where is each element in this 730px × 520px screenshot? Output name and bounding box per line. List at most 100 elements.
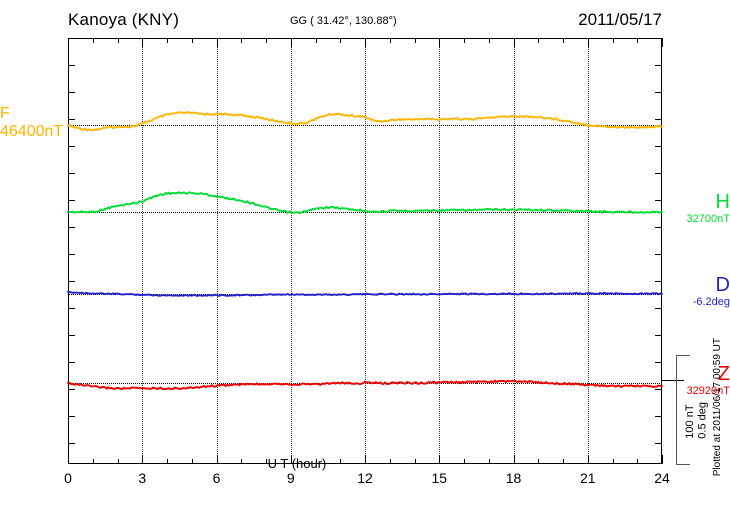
observation-date: 2011/05/17: [578, 10, 662, 29]
magnetogram-plot-area: 0 3 6 9 12 15 18 21 24: [64, 38, 670, 486]
y-axis-tick: [68, 443, 75, 444]
x-tick-label: 0: [64, 470, 72, 486]
vertical-gridline: [513, 38, 515, 464]
x-axis-tick: [637, 38, 639, 43]
y-axis-tick: [68, 335, 75, 336]
component-symbol-z: Z: [717, 363, 730, 385]
vertical-gridline: [142, 38, 144, 464]
component-symbol-h: H: [715, 191, 730, 213]
trace-svg: [67, 111, 663, 391]
x-axis-tick: [266, 38, 267, 43]
x-axis-tick: [587, 455, 589, 464]
y-axis-tick: [655, 173, 662, 174]
scale-bar-label: 100 nT 0.5 deg: [684, 402, 709, 439]
y-axis-tick: [68, 281, 75, 282]
x-axis-tick: [167, 38, 168, 43]
amplitude-scale-bar: [676, 355, 690, 465]
x-axis-tick: [216, 38, 218, 47]
x-axis-tick: [117, 459, 119, 464]
y-axis-tick: [68, 308, 75, 309]
y-axis-tick: [68, 65, 75, 66]
x-axis-title: U T (hour): [267, 456, 327, 471]
plotted-timestamp: Plotted at 2011/06/17 00:59 UT: [712, 338, 723, 477]
y-axis-tick: [655, 65, 662, 66]
geographic-coordinates: GG ( 31.42°, 130.88°): [290, 15, 397, 27]
x-axis-tick: [464, 38, 465, 43]
y-axis-tick: [655, 281, 662, 282]
x-tick-label: 3: [138, 470, 147, 486]
x-axis-tick: [191, 459, 193, 464]
x-tick-label: 18: [505, 470, 522, 486]
x-axis-tick: [290, 38, 292, 47]
y-axis-tick: [655, 254, 662, 255]
x-axis-tick: [662, 455, 663, 464]
x-axis-tick: [315, 459, 317, 464]
x-axis-tick: [439, 455, 441, 464]
y-axis-tick: [655, 200, 662, 201]
y-axis-tick: [655, 335, 662, 336]
x-axis-tick: [241, 38, 243, 43]
y-axis-tick: [655, 92, 662, 93]
x-tick-label: 15: [431, 470, 448, 486]
x-axis-tick: [612, 38, 614, 43]
x-tick-label: 6: [212, 470, 221, 486]
y-axis-tick: [68, 227, 75, 228]
x-axis-tick: [117, 38, 119, 43]
component-label-z: Z 32920nT: [668, 364, 730, 398]
y-axis-tick: [655, 443, 662, 444]
y-axis-tick: [68, 173, 75, 174]
y-axis-tick: [68, 254, 75, 255]
y-axis-tick: [68, 362, 75, 363]
x-axis-tick: [365, 38, 366, 47]
y-axis-tick: [68, 146, 75, 147]
x-axis-tick: [241, 459, 243, 464]
y-axis-tick: [68, 416, 75, 417]
vertical-gridline: [439, 38, 441, 464]
x-axis-tick: [612, 459, 614, 464]
vertical-gridline: [365, 38, 366, 464]
x-axis-tick: [439, 38, 441, 47]
x-axis-tick: [340, 38, 342, 43]
baseline-z: [68, 383, 662, 384]
y-axis-tick: [655, 308, 662, 309]
x-axis-tick: [488, 38, 490, 43]
x-tick-label: 21: [579, 470, 596, 486]
x-axis-tick: [488, 459, 490, 464]
x-axis-tick: [414, 459, 416, 464]
vertical-gridline: [290, 38, 292, 464]
y-axis-tick: [68, 119, 75, 120]
component-baseline-d: -6.2deg: [692, 296, 730, 308]
x-axis-tick: [216, 455, 218, 464]
x-axis-tick: [365, 455, 366, 464]
x-axis-tick: [142, 38, 144, 47]
x-tick-label: 9: [286, 470, 295, 486]
x-axis-tick: [142, 455, 144, 464]
x-axis-tick: [389, 38, 391, 43]
x-axis-tick: [414, 38, 416, 43]
x-axis-tick: [563, 38, 564, 43]
y-axis-tick: [68, 389, 75, 390]
x-axis-tick: [92, 459, 94, 464]
x-axis-tick: [340, 459, 342, 464]
x-axis-tick: [68, 455, 69, 464]
x-axis-tick: [513, 38, 515, 47]
x-axis-tick: [167, 459, 168, 464]
y-axis-tick: [68, 200, 75, 201]
x-axis-tick: [464, 459, 465, 464]
component-label-d: D -6.2deg: [668, 275, 730, 309]
x-axis-tick: [389, 459, 391, 464]
component-baseline-h: 32700nT: [686, 213, 730, 225]
x-axis-tick: [538, 38, 540, 43]
x-axis-tick: [563, 459, 564, 464]
x-axis-tick: [587, 38, 589, 47]
vertical-gridline: [216, 38, 218, 464]
trace-h: [67, 191, 663, 215]
scale-value-deg: 0.5 deg: [696, 402, 709, 439]
x-axis-tick: [513, 455, 515, 464]
component-symbol-d: D: [715, 274, 730, 296]
y-axis-tick: [655, 146, 662, 147]
baseline-f: [68, 125, 662, 126]
x-axis-tick: [637, 459, 639, 464]
scale-reference-line: [662, 380, 684, 381]
